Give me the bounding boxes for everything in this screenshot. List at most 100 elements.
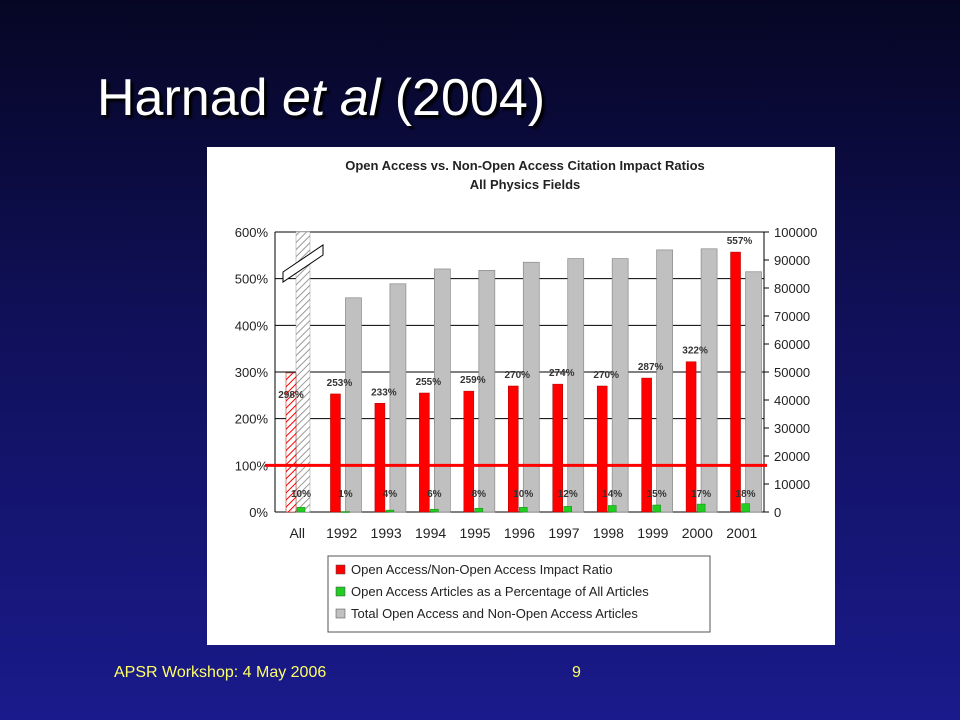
percent-bar bbox=[519, 507, 528, 513]
right-tick-label: 0 bbox=[774, 505, 781, 520]
percent-data-label: 8% bbox=[472, 489, 487, 500]
legend-swatch bbox=[335, 564, 346, 575]
right-tick-label: 60000 bbox=[774, 337, 810, 352]
percent-data-label: 10% bbox=[291, 489, 311, 500]
title-main: Harnad bbox=[97, 69, 282, 127]
category-label: 1997 bbox=[548, 525, 579, 541]
axis-break-mark bbox=[282, 244, 324, 283]
total-bar bbox=[434, 268, 451, 513]
total-bar bbox=[389, 283, 407, 513]
ratio-data-label: 233% bbox=[371, 387, 397, 398]
percent-data-label: 10% bbox=[513, 489, 533, 500]
legend-swatch bbox=[335, 608, 346, 619]
percent-bar bbox=[607, 505, 617, 513]
percent-bar bbox=[741, 503, 750, 513]
ratio-data-label: 298% bbox=[278, 390, 304, 401]
total-bar bbox=[478, 270, 496, 513]
right-tick-label: 80000 bbox=[774, 281, 810, 296]
ratio-bar bbox=[463, 390, 475, 513]
total-bar bbox=[567, 258, 585, 513]
ratio-bar bbox=[730, 251, 741, 513]
legend-swatch bbox=[335, 586, 346, 597]
left-tick-label: 500% bbox=[235, 272, 269, 287]
right-tick-label: 40000 bbox=[774, 393, 810, 408]
legend-label: Open Access Articles as a Percentage of … bbox=[351, 584, 649, 599]
ratio-bar bbox=[596, 385, 608, 513]
page-number: 9 bbox=[572, 664, 581, 681]
left-tick-label: 100% bbox=[235, 458, 269, 473]
percent-data-label: 17% bbox=[691, 489, 711, 500]
ratio-data-label: 557% bbox=[727, 236, 753, 247]
right-tick-label: 100000 bbox=[774, 225, 817, 240]
right-tick-label: 30000 bbox=[774, 421, 810, 436]
slide-title: Harnad et al (2004) bbox=[97, 68, 545, 128]
percent-bar bbox=[652, 504, 661, 513]
left-tick-label: 600% bbox=[235, 225, 269, 240]
percent-data-label: 1% bbox=[338, 489, 353, 500]
ratio-bar bbox=[330, 393, 341, 513]
category-label: 1992 bbox=[326, 525, 357, 541]
chart-svg: Open Access vs. Non-Open Access Citation… bbox=[235, 158, 817, 633]
ratio-data-label: 274% bbox=[549, 368, 575, 379]
total-bar bbox=[522, 261, 540, 513]
ratio-data-label: 255% bbox=[416, 377, 442, 388]
category-label: 2001 bbox=[726, 525, 757, 541]
ratio-bar bbox=[685, 361, 697, 513]
ratio-data-label: 253% bbox=[327, 378, 353, 389]
left-tick-label: 400% bbox=[235, 318, 269, 333]
ratio-data-label: 322% bbox=[682, 346, 708, 357]
total-bar bbox=[611, 258, 629, 513]
chart-panel: Open Access vs. Non-Open Access Citation… bbox=[207, 147, 835, 645]
legend-label: Total Open Access and Non-Open Access Ar… bbox=[351, 606, 638, 621]
percent-bar bbox=[296, 507, 306, 513]
percent-data-label: 6% bbox=[427, 489, 442, 500]
legend-box bbox=[327, 555, 711, 633]
title-tail: (2004) bbox=[380, 69, 546, 127]
right-tick-label: 10000 bbox=[774, 477, 810, 492]
percent-bar bbox=[563, 506, 572, 513]
left-tick-label: 0% bbox=[249, 505, 268, 520]
total-bar bbox=[345, 297, 362, 513]
percent-bar bbox=[474, 508, 484, 513]
total-bar-broken bbox=[295, 231, 311, 513]
chart-title: Open Access vs. Non-Open Access Citation… bbox=[345, 158, 705, 173]
chart-subtitle: All Physics Fields bbox=[470, 177, 581, 192]
left-tick-label: 300% bbox=[235, 365, 269, 380]
ratio-data-label: 287% bbox=[638, 362, 664, 373]
title-italic: et al bbox=[282, 69, 381, 127]
ratio-bar-hatched bbox=[285, 372, 297, 513]
percent-bar bbox=[341, 511, 350, 513]
percent-bar bbox=[430, 508, 439, 513]
category-label: 1996 bbox=[504, 525, 535, 541]
right-tick-label: 70000 bbox=[774, 309, 810, 324]
left-tick-label: 200% bbox=[235, 412, 269, 427]
total-bar bbox=[656, 249, 673, 513]
percent-data-label: 15% bbox=[647, 489, 667, 500]
ratio-bar bbox=[419, 392, 430, 513]
legend-label: Open Access/Non-Open Access Impact Ratio bbox=[351, 562, 613, 577]
category-label: 1993 bbox=[371, 525, 402, 541]
ratio-data-label: 259% bbox=[460, 375, 486, 386]
right-tick-label: 90000 bbox=[774, 253, 810, 268]
category-label: 1995 bbox=[459, 525, 490, 541]
total-bar bbox=[700, 248, 718, 513]
category-label: 1998 bbox=[593, 525, 624, 541]
category-label: All bbox=[289, 525, 305, 541]
category-label: 1999 bbox=[637, 525, 668, 541]
category-label: 1994 bbox=[415, 525, 446, 541]
percent-bar bbox=[385, 509, 395, 513]
percent-bar bbox=[696, 503, 706, 513]
percent-data-label: 14% bbox=[602, 489, 622, 500]
percent-data-label: 12% bbox=[558, 489, 578, 500]
ratio-bar bbox=[508, 385, 519, 513]
right-tick-label: 20000 bbox=[774, 449, 810, 464]
ratio-data-label: 270% bbox=[504, 370, 530, 381]
ratio-bar bbox=[374, 403, 386, 513]
percent-data-label: 18% bbox=[736, 489, 756, 500]
ratio-bar bbox=[552, 383, 563, 513]
percent-data-label: 4% bbox=[383, 489, 398, 500]
total-bar bbox=[745, 271, 762, 513]
right-tick-label: 50000 bbox=[774, 365, 810, 380]
ratio-data-label: 270% bbox=[593, 370, 619, 381]
footer-text: APSR Workshop: 4 May 2006 bbox=[114, 664, 327, 681]
